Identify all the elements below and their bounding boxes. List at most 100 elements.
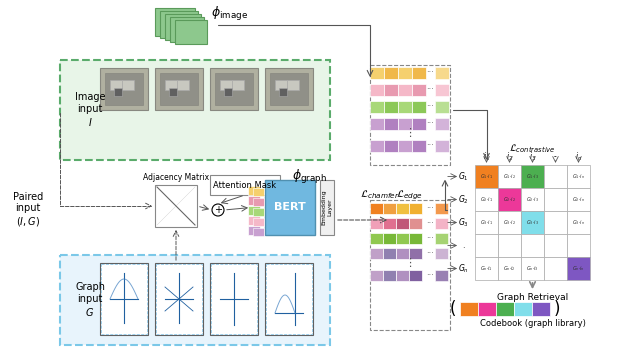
Bar [384, 67, 398, 79]
Bar [567, 234, 590, 257]
Bar [160, 73, 198, 105]
Bar [435, 203, 448, 214]
Bar [100, 68, 148, 110]
Bar [156, 264, 202, 334]
Bar [435, 84, 449, 96]
Text: $G_2$·$i_n$: $G_2$·$i_n$ [572, 195, 585, 204]
Bar [567, 188, 590, 211]
Bar [248, 226, 260, 235]
Text: ⋮: ⋮ [404, 128, 415, 138]
Bar [475, 211, 498, 234]
Bar [409, 203, 422, 214]
Bar [544, 188, 567, 211]
Text: $\phi_{\mathrm{graph}}$: $\phi_{\mathrm{graph}}$ [292, 168, 328, 186]
Text: Graph Retrieval: Graph Retrieval [497, 293, 568, 303]
Bar [435, 67, 449, 79]
Text: ···: ··· [426, 219, 434, 228]
Bar [409, 270, 422, 281]
Bar [370, 65, 450, 165]
Bar [248, 186, 260, 195]
Text: $G_n$·$i_2$: $G_n$·$i_2$ [503, 264, 516, 273]
Text: ⋮: ⋮ [404, 258, 415, 268]
Text: ···: ··· [426, 68, 434, 78]
Bar [521, 188, 544, 211]
Bar [396, 218, 409, 229]
Bar [567, 211, 590, 234]
Text: $G_3$·$i_2$: $G_3$·$i_2$ [503, 218, 516, 227]
Bar [384, 118, 398, 130]
Text: Codebook (graph library): Codebook (graph library) [479, 319, 586, 329]
Bar [215, 73, 253, 105]
Bar [475, 257, 498, 280]
Text: $G_1$·$i_2$: $G_1$·$i_2$ [503, 172, 516, 181]
Bar [60, 255, 330, 345]
Bar [155, 8, 195, 36]
Bar [460, 302, 478, 316]
Text: $G_n$·$i_n$: $G_n$·$i_n$ [572, 264, 585, 273]
Bar [160, 11, 198, 38]
Bar [370, 118, 384, 130]
Bar [232, 80, 244, 90]
Bar [253, 228, 264, 236]
Text: $G_1$: $G_1$ [458, 170, 468, 183]
Bar [521, 165, 544, 188]
Text: +: + [214, 205, 222, 215]
Bar [370, 200, 450, 330]
Text: ···: ··· [426, 234, 434, 243]
Text: ···: ··· [426, 271, 434, 280]
Text: $\mathcal{L}_{edge}$: $\mathcal{L}_{edge}$ [396, 188, 424, 202]
Bar [409, 248, 422, 259]
Text: $G_2$·$i_2$: $G_2$·$i_2$ [503, 195, 516, 204]
Bar [370, 203, 383, 214]
Bar [265, 263, 313, 335]
Bar [384, 84, 398, 96]
Bar [478, 302, 496, 316]
Bar [475, 234, 498, 257]
Bar [370, 140, 384, 152]
Bar [384, 140, 398, 152]
Bar [498, 234, 521, 257]
Bar [105, 73, 143, 105]
Bar [220, 80, 232, 90]
Bar [398, 101, 412, 113]
Bar [224, 88, 232, 96]
Text: $i_1$: $i_1$ [483, 151, 490, 163]
Bar [370, 233, 383, 244]
Bar [544, 165, 567, 188]
Text: Graph
input
$G$: Graph input $G$ [75, 282, 105, 318]
Text: $i_n$: $i_n$ [575, 151, 582, 163]
Text: $G_3$·$i_n$: $G_3$·$i_n$ [572, 218, 585, 227]
Text: $G_2$: $G_2$ [458, 193, 468, 206]
Bar [370, 67, 384, 79]
Text: ···: ··· [426, 102, 434, 112]
Bar [435, 101, 449, 113]
Bar [567, 257, 590, 280]
Bar [370, 218, 383, 229]
Bar [409, 218, 422, 229]
Bar [165, 80, 177, 90]
Bar [265, 180, 315, 235]
Bar [398, 84, 412, 96]
Bar [370, 270, 383, 281]
Bar [383, 218, 396, 229]
Text: Adjacency Matrix: Adjacency Matrix [143, 173, 209, 181]
Bar [567, 165, 590, 188]
Bar [521, 211, 544, 234]
Bar [170, 17, 204, 42]
Text: -: - [554, 152, 557, 162]
Bar [101, 264, 147, 334]
Bar [475, 165, 498, 188]
Bar [275, 80, 287, 90]
Text: BERT: BERT [274, 203, 306, 213]
Bar [210, 68, 258, 110]
Bar [544, 257, 567, 280]
Bar [435, 218, 448, 229]
Bar [383, 248, 396, 259]
Text: $G_2$·$i_3$: $G_2$·$i_3$ [526, 195, 539, 204]
Bar [396, 203, 409, 214]
Bar [110, 80, 122, 90]
Circle shape [212, 204, 224, 216]
Bar [532, 302, 550, 316]
Bar [435, 118, 449, 130]
Bar [155, 68, 203, 110]
